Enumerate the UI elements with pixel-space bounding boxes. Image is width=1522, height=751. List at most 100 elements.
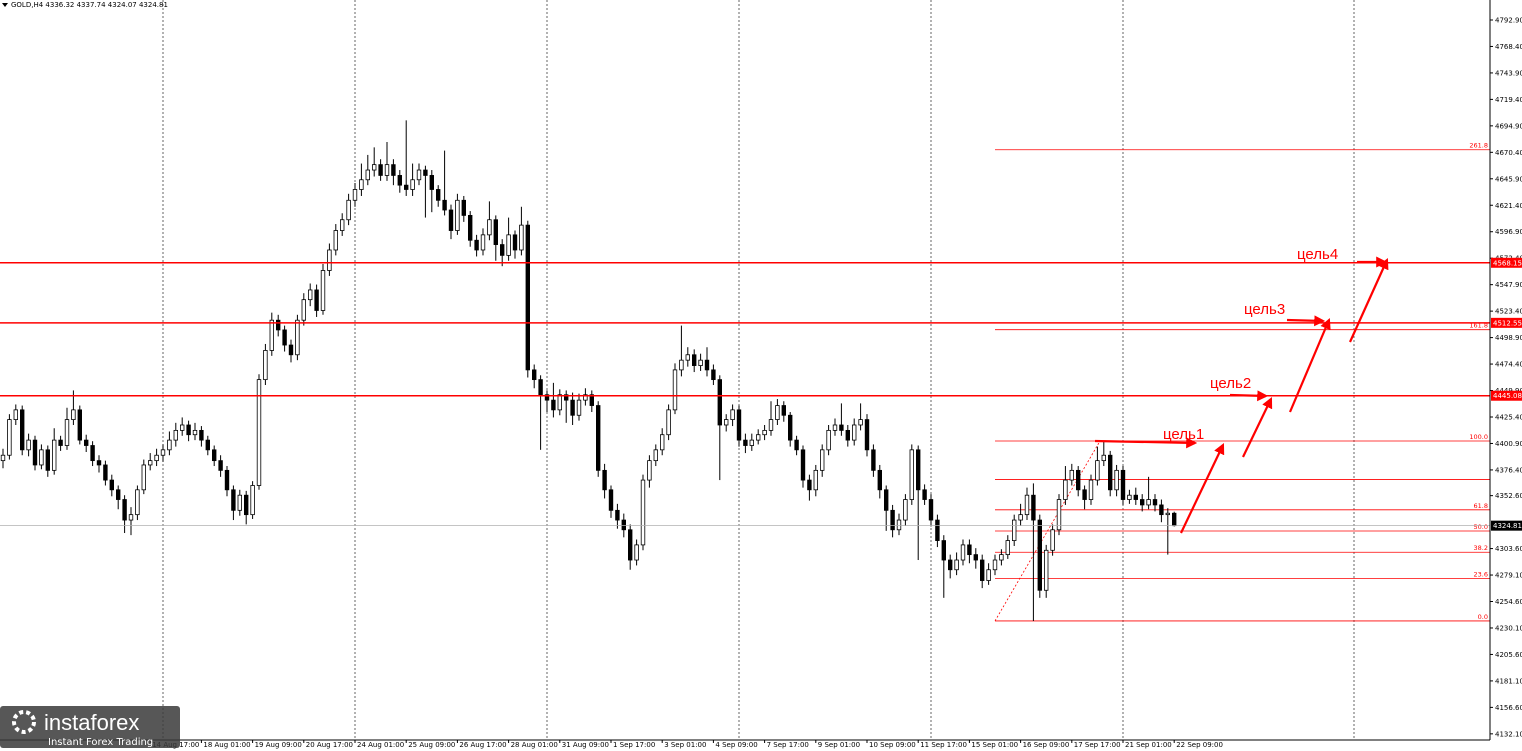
candle-body (45, 449, 50, 471)
candle-body (39, 449, 44, 466)
candle-body (211, 449, 217, 462)
candle-body (647, 460, 652, 481)
candle-body (467, 215, 473, 241)
candle-body (525, 224, 530, 371)
candle-body (551, 399, 556, 411)
candle-body (384, 164, 390, 176)
candle-body (90, 445, 95, 462)
candle-body (359, 179, 364, 190)
candle-body (391, 164, 396, 176)
candle-body (410, 179, 415, 190)
level-box (1491, 257, 1522, 268)
candle-body (243, 494, 249, 516)
candle-body (1063, 479, 1068, 500)
candle-body (922, 489, 927, 500)
candle-body (1031, 494, 1036, 521)
candle-body (71, 409, 76, 420)
candle-body (423, 169, 428, 176)
candle-body (26, 439, 31, 451)
candle-body (1095, 460, 1100, 481)
candle-body (487, 219, 492, 236)
candle-body (884, 489, 889, 511)
candle-body (583, 394, 588, 401)
candle-body (160, 449, 166, 456)
candle-body (845, 429, 850, 441)
candle-body (519, 224, 524, 251)
candle-body (666, 409, 671, 436)
x-tick-label: 3 Sep 01:00 (664, 741, 706, 749)
candle-body (1037, 519, 1042, 591)
candle-body (122, 499, 127, 521)
x-tick-label: 9 Sep 01:00 (818, 741, 860, 749)
watermark: instaforex Instant Forex Trading (0, 706, 180, 748)
candle-body (960, 544, 966, 561)
candle-body (890, 509, 895, 531)
candle-body (403, 184, 409, 190)
candle-body (333, 230, 338, 251)
candle-body (768, 419, 774, 431)
candle-body (800, 449, 806, 481)
chart-title: GOLD,H4 4336.32 4337.74 4324.07 4324.81 (11, 1, 168, 9)
x-tick-label: 17 Sep 17:00 (1074, 741, 1121, 749)
candle-body (621, 519, 626, 531)
y-tick-label: 4743.90 (1495, 69, 1522, 77)
candle-body (608, 489, 614, 511)
x-tick-label: 4 Sep 09:00 (715, 741, 757, 749)
candle-body (307, 289, 313, 301)
y-tick-label: 4670.40 (1495, 149, 1522, 157)
candle-body (480, 234, 486, 251)
candle-body (314, 289, 319, 311)
level-label: 4445.08 (1493, 392, 1522, 400)
candle-body (301, 299, 306, 321)
candle-body (660, 434, 665, 451)
candle-body (1172, 512, 1177, 527)
candle-body (1088, 479, 1094, 500)
candle-body (442, 199, 447, 211)
fibo-label: 61.8 (1474, 502, 1488, 510)
candle-body (762, 429, 767, 436)
candle-body (256, 379, 262, 486)
candle-body (1133, 494, 1138, 500)
candle-body (205, 439, 210, 451)
candle-body (628, 529, 633, 561)
candle-body (250, 485, 255, 516)
y-tick-label: 4132.10 (1495, 730, 1522, 738)
candle-body (935, 519, 940, 541)
y-tick-label: 4254.60 (1495, 598, 1522, 606)
candle-body (173, 429, 178, 441)
candle-body (1120, 469, 1126, 500)
y-tick-label: 4279.10 (1495, 572, 1522, 580)
y-tick-label: 4596.90 (1495, 228, 1522, 236)
candle-body (743, 439, 748, 446)
candle-body (704, 359, 710, 371)
fibo-label: 38.2 (1474, 544, 1488, 552)
candle-body (109, 479, 114, 491)
candle-body (570, 399, 575, 416)
candle-body (1140, 499, 1145, 506)
x-tick-label: 31 Aug 09:00 (562, 741, 609, 749)
x-tick-label: 26 Aug 17:00 (459, 741, 506, 749)
candle-body (999, 554, 1004, 561)
candle-body (730, 409, 735, 420)
price-box (1491, 520, 1522, 531)
candle-body (512, 234, 518, 251)
fibo-label: 261.8 (1469, 142, 1488, 150)
menu-icon (2, 3, 8, 7)
candle-body (928, 499, 934, 521)
candle-body (1076, 469, 1081, 491)
y-tick-label: 4425.40 (1495, 413, 1522, 421)
candle-body (1005, 540, 1010, 556)
candle-body (282, 329, 287, 346)
candle-body (64, 419, 70, 446)
y-tick-label: 4498.90 (1495, 334, 1522, 342)
candle-body (826, 429, 831, 451)
price-label: 4324.81 (1493, 522, 1522, 530)
x-tick-label: 21 Sep 01:00 (1125, 741, 1172, 749)
annotation: цель3 (1244, 301, 1285, 318)
candle-body (1012, 519, 1017, 541)
candle-body (493, 219, 498, 245)
level-label: 4512.55 (1493, 319, 1522, 327)
fibo-label: 23.6 (1474, 570, 1488, 578)
tagline: Instant Forex Trading (48, 737, 153, 748)
